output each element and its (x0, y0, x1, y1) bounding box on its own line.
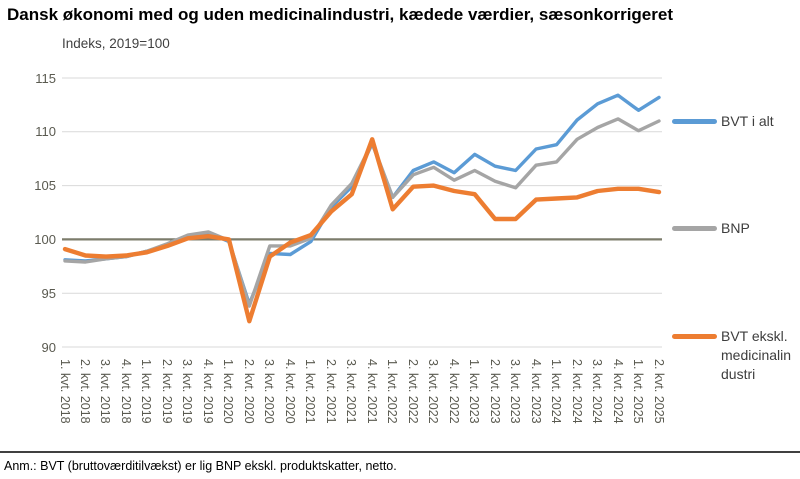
x-tick-label: 2. kvt. 2023 (487, 359, 502, 424)
x-tick-label: 3. kvt. 2021 (344, 359, 359, 424)
footnote: Anm.: BVT (bruttoværditilvækst) er lig B… (4, 459, 397, 473)
x-tick-label: 1. kvt. 2024 (549, 359, 564, 424)
x-tick-label: 4. kvt. 2023 (528, 359, 543, 424)
y-tick-label: 110 (35, 124, 56, 140)
x-tick-label: 1. kvt. 2023 (467, 359, 482, 424)
y-tick-label: 95 (41, 285, 56, 301)
footer-divider (0, 451, 800, 453)
x-tick-label: 1. kvt. 2018 (57, 359, 72, 424)
y-tick-label: 100 (34, 231, 56, 247)
legend-label: BVT i alt (721, 112, 774, 129)
x-tick-label: 1. kvt. 2020 (221, 359, 236, 424)
x-tick-label: 4. kvt. 2024 (610, 359, 625, 424)
x-tick-label: 4. kvt. 2022 (446, 359, 461, 424)
legend-label: BNP (721, 219, 750, 236)
x-tick-label: 4. kvt. 2018 (118, 359, 133, 424)
x-tick-label: 2. kvt. 2024 (569, 359, 584, 424)
x-tick-label: 2. kvt. 2021 (323, 359, 338, 424)
x-tick-label: 3. kvt. 2022 (426, 359, 441, 424)
legend-swatch-bvt-i-alt (672, 118, 717, 124)
x-tick-label: 1. kvt. 2021 (303, 359, 318, 424)
x-tick-label: 3. kvt. 2019 (180, 359, 195, 424)
x-tick-label: 4. kvt. 2019 (200, 359, 215, 424)
x-tick-label: 4. kvt. 2021 (364, 359, 379, 424)
x-tick-label: 1. kvt. 2025 (631, 359, 646, 424)
x-tick-label: 2. kvt. 2025 (651, 359, 666, 424)
legend-swatch-bnp (672, 225, 717, 231)
series-line-bnp (63, 117, 661, 308)
series-line-bvt-ekskl-medicinalindustri (62, 137, 662, 324)
x-tick-label: 2. kvt. 2020 (241, 359, 256, 424)
y-axis-note: Indeks, 2019=100 (62, 36, 170, 51)
x-tick-label: 2. kvt. 2018 (77, 359, 92, 424)
y-tick-label: 105 (34, 178, 56, 194)
legend-label: BVT ekskl. medicinalin dustri (721, 327, 792, 382)
x-tick-label: 2. kvt. 2019 (159, 359, 174, 424)
chart-title: Dansk økonomi med og uden medicinalindus… (7, 5, 673, 24)
x-tick-label: 3. kvt. 2024 (590, 359, 605, 424)
y-tick-label: 90 (41, 339, 56, 355)
y-tick-label: 115 (35, 70, 56, 86)
x-tick-label: 1. kvt. 2019 (139, 359, 154, 424)
legend-swatch-bvt-ekskl- (672, 333, 717, 339)
x-tick-label: 3. kvt. 2020 (262, 359, 277, 424)
x-tick-label: 3. kvt. 2018 (98, 359, 113, 424)
x-tick-label: 3. kvt. 2023 (508, 359, 523, 424)
x-tick-label: 1. kvt. 2022 (385, 359, 400, 424)
x-tick-label: 2. kvt. 2022 (405, 359, 420, 424)
x-tick-label: 4. kvt. 2020 (282, 359, 297, 424)
